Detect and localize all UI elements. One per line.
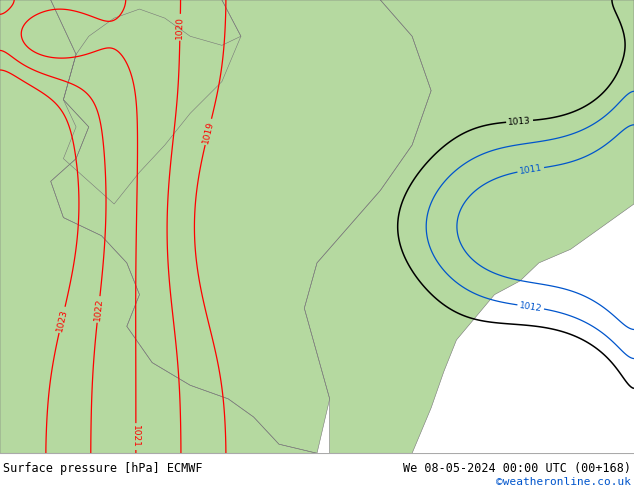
- Text: ©weatheronline.co.uk: ©weatheronline.co.uk: [496, 477, 631, 487]
- Text: 1023: 1023: [55, 308, 69, 332]
- Polygon shape: [0, 0, 317, 453]
- Text: Surface pressure [hPa] ECMWF: Surface pressure [hPa] ECMWF: [3, 463, 203, 475]
- Text: 1013: 1013: [508, 116, 531, 126]
- Text: 1020: 1020: [176, 16, 185, 39]
- Polygon shape: [76, 46, 114, 99]
- Text: 1022: 1022: [93, 297, 104, 321]
- Text: 1012: 1012: [519, 301, 543, 313]
- Text: 1021: 1021: [131, 425, 140, 448]
- Text: 1019: 1019: [201, 120, 216, 144]
- Polygon shape: [51, 0, 241, 204]
- Polygon shape: [304, 0, 634, 453]
- Polygon shape: [51, 0, 431, 453]
- Text: We 08-05-2024 00:00 UTC (00+168): We 08-05-2024 00:00 UTC (00+168): [403, 463, 631, 475]
- Text: 1011: 1011: [519, 163, 543, 176]
